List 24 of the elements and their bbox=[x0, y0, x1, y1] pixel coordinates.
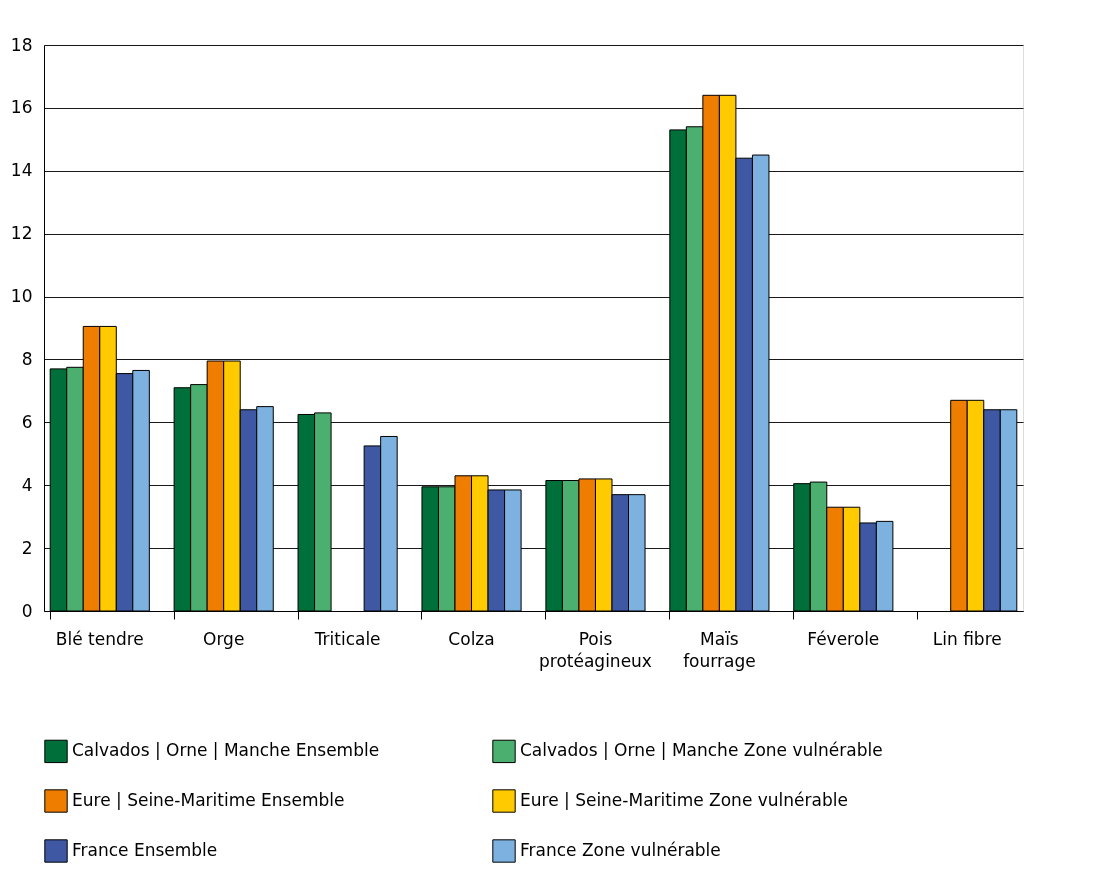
x-tick-label: Orge bbox=[203, 628, 245, 649]
y-tick-label: 2 bbox=[21, 537, 33, 558]
legend-label: Calvados | Orne | Manche Zone vulnérable bbox=[520, 740, 883, 761]
x-tick-label: Triticale bbox=[313, 628, 381, 649]
y-tick-label: 16 bbox=[10, 97, 33, 118]
legend-label: Eure | Seine-Maritime Ensemble bbox=[72, 790, 345, 810]
x-tick-label: Lin fibre bbox=[932, 628, 1002, 649]
x-tick-label: Blé tendre bbox=[55, 628, 144, 649]
x-tick-label: Pois protéagineux bbox=[538, 628, 652, 671]
y-tick-label: 8 bbox=[21, 348, 33, 369]
y-tick-label: 12 bbox=[10, 223, 33, 244]
x-tick-label: Colza bbox=[448, 628, 495, 649]
y-tick-label: 6 bbox=[21, 411, 33, 432]
y-tick-label: 4 bbox=[21, 474, 33, 495]
y-tick-label: 14 bbox=[10, 160, 33, 181]
legend-label: France Ensemble bbox=[72, 840, 218, 860]
y-tick-label: 10 bbox=[10, 286, 33, 307]
y-tick-label: 0 bbox=[21, 600, 33, 621]
x-tick-label: Féverole bbox=[807, 628, 880, 649]
x-tick-label: Maïs fourrage bbox=[683, 628, 756, 671]
legend-label: France Zone vulnérable bbox=[520, 840, 721, 860]
legend-label: Eure | Seine-Maritime Zone vulnérable bbox=[520, 790, 848, 810]
y-tick-label: 18 bbox=[10, 34, 33, 55]
legend-label: Calvados | Orne | Manche Ensemble bbox=[72, 740, 380, 761]
